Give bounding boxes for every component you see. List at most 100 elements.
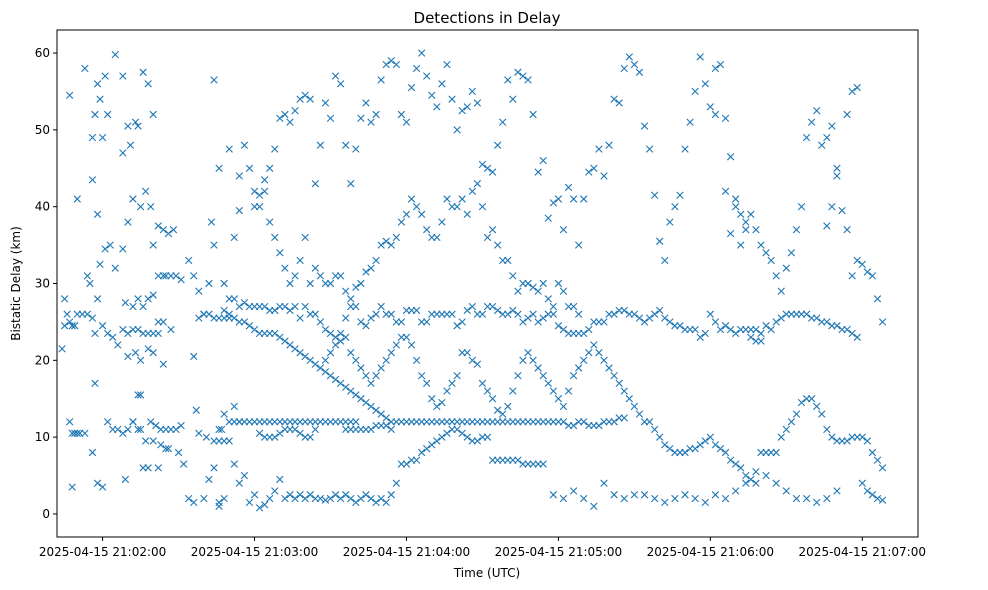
data-point-x-marker: [706, 433, 715, 441]
data-point-x-marker: [347, 494, 355, 503]
data-point-x-marker: [93, 210, 102, 219]
data-point-x-marker: [392, 60, 401, 69]
data-point-x-marker: [347, 179, 355, 188]
data-point-x-marker: [98, 322, 107, 330]
data-point-x-marker: [326, 371, 335, 380]
data-point-x-marker: [428, 91, 436, 99]
data-point-x-marker: [417, 210, 426, 219]
data-point-x-marker: [357, 364, 365, 372]
data-point-x-marker: [731, 195, 740, 203]
data-point-x-marker: [114, 341, 122, 349]
data-point-x-marker: [392, 341, 401, 349]
data-point-x-marker: [271, 433, 279, 441]
data-point-x-marker: [757, 241, 765, 249]
data-point-x-marker: [65, 91, 74, 99]
data-point-x-marker: [529, 310, 537, 318]
data-point-x-marker: [103, 329, 112, 338]
data-point-x-marker: [676, 322, 684, 330]
data-point-x-marker: [559, 287, 568, 295]
plot-area: 2025-04-15 21:02:00 2025-04-15 21:03:00 20…: [35, 29, 926, 559]
data-point-x-marker: [250, 491, 259, 499]
data-point-x-marker: [357, 279, 365, 288]
data-point-x-marker: [600, 318, 608, 326]
data-point-x-marker: [382, 356, 390, 365]
data-point-x-marker: [782, 425, 791, 434]
data-point-x-marker: [276, 475, 284, 484]
data-point-x-marker: [468, 302, 476, 311]
data-point-x-marker: [347, 387, 355, 395]
data-point-x-marker: [585, 325, 593, 334]
data-point-x-marker: [615, 99, 623, 107]
data-point-x-marker: [828, 433, 836, 441]
x-axis-ticks: 2025-04-15 21:02:00 2025-04-15 21:03:00 20…: [39, 537, 926, 559]
data-point-x-marker: [473, 179, 482, 188]
data-point-x-marker: [195, 429, 203, 437]
data-point-x-marker: [463, 433, 471, 441]
data-point-x-marker: [701, 329, 709, 338]
data-point-x-marker: [818, 410, 826, 418]
data-point-x-marker: [701, 498, 709, 507]
data-point-x-marker: [716, 444, 725, 453]
data-point-x-marker: [306, 433, 314, 441]
data-point-x-marker: [473, 99, 482, 107]
data-point-x-marker: [483, 302, 492, 311]
data-point-x-marker: [121, 475, 130, 484]
data-point-x-marker: [620, 494, 628, 503]
x-tick-label: 2025-04-15 21:04:00: [343, 545, 470, 559]
data-point-x-marker: [458, 195, 466, 203]
data-point-x-marker: [544, 214, 552, 222]
data-point-x-marker: [336, 494, 345, 503]
data-point-x-marker: [347, 348, 355, 357]
data-point-x-marker: [666, 444, 674, 453]
data-point-x-marker: [336, 329, 345, 338]
data-point-x-marker: [488, 456, 497, 464]
data-point-x-marker: [301, 233, 309, 242]
data-point-x-marker: [509, 387, 517, 395]
data-point-x-marker: [762, 322, 770, 330]
data-point-x-marker: [65, 318, 74, 326]
data-point-x-marker: [149, 241, 157, 249]
data-point-x-marker: [782, 487, 791, 495]
data-point-x-marker: [483, 233, 492, 242]
data-point-x-marker: [96, 95, 104, 103]
data-point-x-marker: [666, 318, 674, 326]
data-point-x-marker: [372, 256, 380, 265]
data-point-x-marker: [868, 491, 877, 499]
data-point-x-marker: [387, 57, 395, 65]
data-point-x-marker: [352, 356, 360, 365]
data-point-x-marker: [711, 441, 720, 449]
data-point-x-marker: [397, 218, 406, 226]
data-point-x-marker: [620, 64, 628, 73]
data-point-x-marker: [296, 256, 304, 265]
data-point-x-marker: [878, 464, 887, 472]
data-point-x-marker: [721, 322, 730, 330]
data-point-x-marker: [564, 183, 573, 192]
data-point-x-marker: [539, 314, 547, 322]
x-tick-label: 2025-04-15 21:03:00: [191, 545, 318, 559]
data-point-x-marker: [650, 310, 659, 318]
data-point-x-marker: [311, 360, 319, 368]
data-point-x-marker: [691, 325, 699, 334]
data-point-x-marker: [407, 456, 416, 464]
data-point-x-marker: [595, 145, 603, 153]
data-point-x-marker: [433, 233, 441, 242]
data-point-x-marker: [286, 118, 294, 126]
data-point-x-marker: [331, 375, 340, 384]
data-point-x-marker: [134, 425, 142, 434]
data-point-x-marker: [341, 314, 350, 322]
data-point-x-marker: [762, 471, 770, 480]
data-point-x-marker: [321, 325, 330, 334]
data-point-x-marker: [377, 364, 385, 372]
data-point-x-marker: [453, 202, 461, 211]
data-point-x-marker: [559, 226, 568, 234]
data-point-x-marker: [493, 241, 502, 249]
data-point-x-marker: [701, 80, 709, 88]
data-point-x-marker: [504, 256, 512, 265]
data-point-x-marker: [407, 341, 416, 349]
data-point-x-marker: [478, 379, 487, 388]
data-point-x-marker: [620, 306, 628, 315]
data-point-x-marker: [367, 425, 375, 434]
data-point-x-marker: [225, 145, 233, 153]
data-point-x-marker: [514, 371, 522, 380]
data-point-x-marker: [569, 421, 578, 430]
